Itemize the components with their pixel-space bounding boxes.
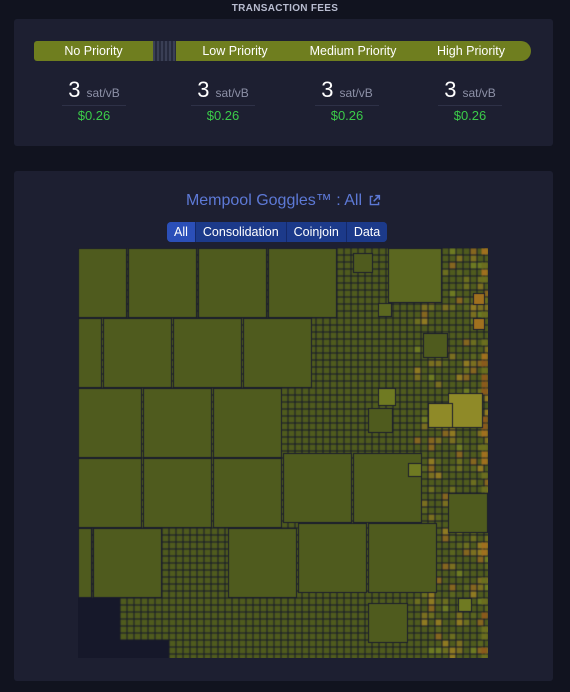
label-medium-priority: Medium Priority [309,44,397,58]
goggles-title-link[interactable]: Mempool Goggles™ : All [14,192,553,212]
fee-rate-unit: sat/vB [86,86,120,100]
fee-divider [438,105,502,106]
fee-divider [191,105,255,106]
fee-rate-unit: sat/vB [215,86,249,100]
priority-bar-gap [153,41,176,61]
fee-column-medium-priority: 3 sat/vB $0.26 [297,77,397,123]
fee-rate-value: 3 [197,77,210,102]
priority-bar-right-segment [176,41,531,61]
mempool-block-visualization[interactable] [78,248,488,658]
priority-bar-left-segment [34,41,153,61]
fee-rate-value: 3 [444,77,457,102]
fee-rate-unit: sat/vB [462,86,496,100]
filter-all-button[interactable]: All [167,222,196,242]
fee-usd-value: $0.26 [453,108,487,123]
label-no-priority: No Priority [64,44,123,58]
fee-rate-value: 3 [321,77,334,102]
transaction-fees-heading: TRANSACTION FEES [231,3,339,14]
fee-usd-value: $0.26 [330,108,364,123]
label-high-priority: High Priority [436,44,506,58]
goggles-filter-group: All Consolidation Coinjoin Data [167,222,388,242]
goggles-title: Mempool Goggles™ : All [185,192,363,209]
mempool-block-canvas [78,248,488,658]
priority-bar: No Priority Low Priority Medium Priority… [34,41,531,61]
fee-rate-value: 3 [68,77,81,102]
filter-consolidation-button[interactable]: Consolidation [195,222,287,242]
external-link-icon[interactable] [368,194,381,212]
label-low-priority: Low Priority [202,44,268,58]
fee-divider [315,105,379,106]
fee-rate-unit: sat/vB [339,86,373,100]
fee-usd-value: $0.26 [206,108,240,123]
fee-column-no-priority: 3 sat/vB $0.26 [44,77,144,123]
fee-divider [62,105,126,106]
fee-column-low-priority: 3 sat/vB $0.26 [173,77,273,123]
fee-column-high-priority: 3 sat/vB $0.26 [420,77,520,123]
filter-data-button[interactable]: Data [346,222,388,242]
filter-coinjoin-button[interactable]: Coinjoin [286,222,347,242]
fees-card: No Priority Low Priority Medium Priority… [14,19,553,146]
fee-usd-value: $0.26 [77,108,111,123]
